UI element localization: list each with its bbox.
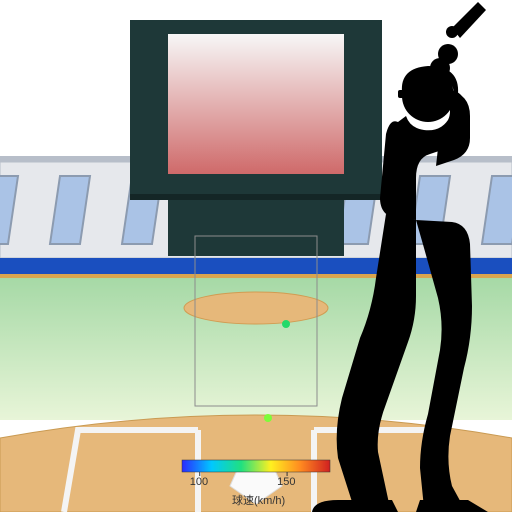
color-scale-tick: 150 [277,476,295,488]
color-scale-tick: 100 [190,476,208,488]
chart-svg [0,0,512,512]
pitch-location-chart: 球速(km/h) 100 150 [0,0,512,512]
color-scale-label: 球速(km/h) [232,492,285,508]
pitchers-mound [184,292,328,324]
